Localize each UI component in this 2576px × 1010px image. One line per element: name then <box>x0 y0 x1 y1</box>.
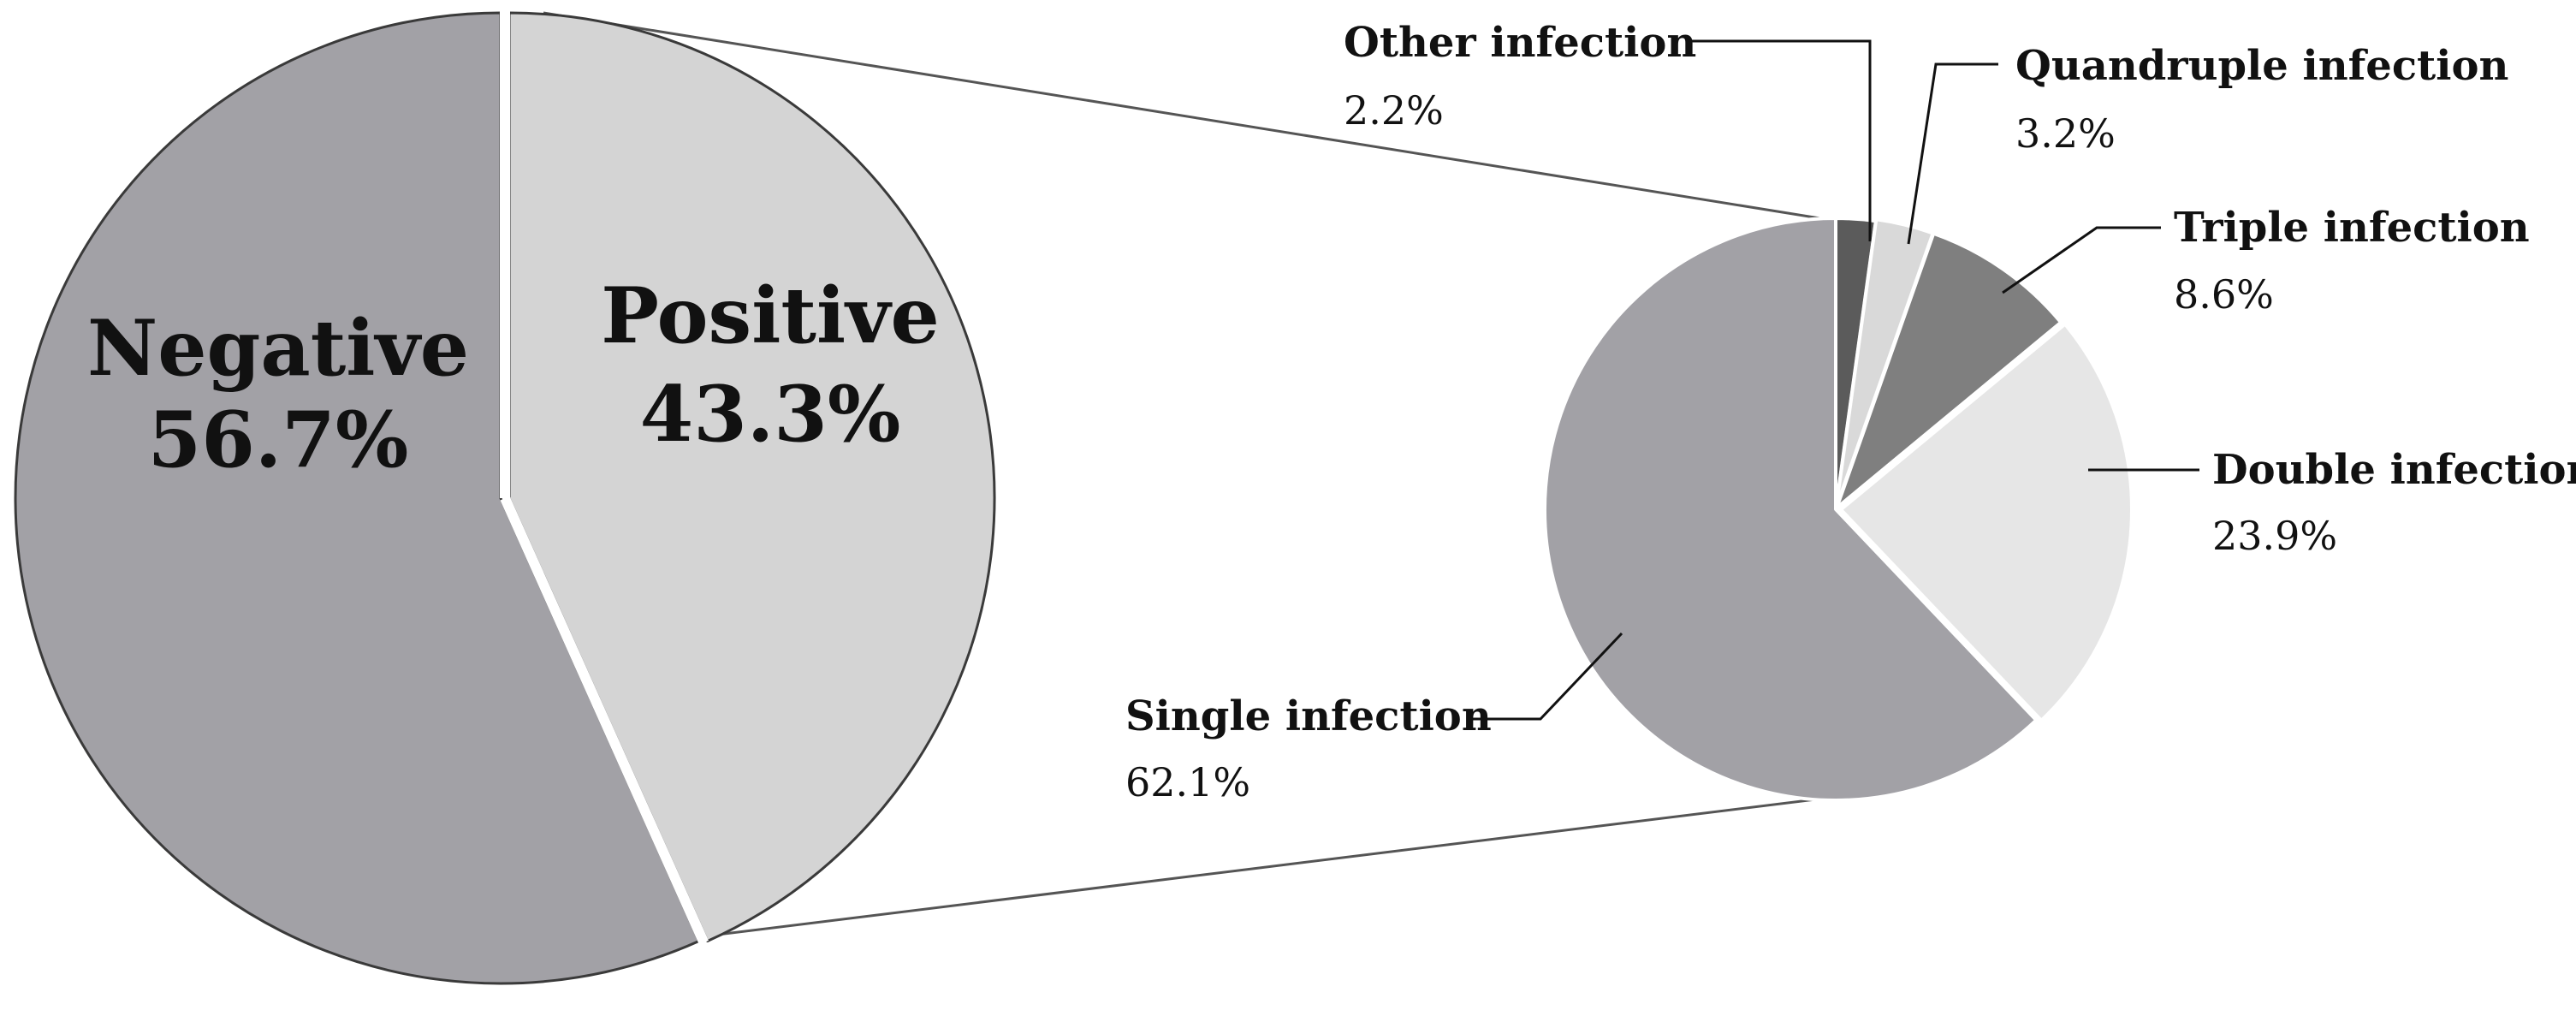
label-triple-infection: Triple infection <box>2174 204 2530 252</box>
value-other-infection: 2.2% <box>1344 87 1444 134</box>
leader-line-single-infection <box>1472 632 1623 721</box>
connector-line-bottom <box>716 793 1858 936</box>
label-other-infection: Other infection <box>1344 19 1696 67</box>
label-positive: Positive <box>601 270 939 361</box>
value-quandruple-infection: 3.2% <box>2015 110 2116 157</box>
label-double-infection: Double infection <box>2212 446 2576 494</box>
leader-line-other-infection <box>1690 39 1872 241</box>
slice-double-infection <box>1838 322 2134 722</box>
slice-positive <box>507 11 996 942</box>
value-negative: 56.7% <box>148 395 409 485</box>
value-positive: 43.3% <box>640 369 901 460</box>
slice-negative <box>14 11 701 985</box>
slice-single-infection <box>1542 217 2039 802</box>
label-single-infection: Single infection <box>1125 692 1492 740</box>
leader-line-quandruple-infection <box>1907 62 1998 245</box>
slice-triple-infection <box>1835 231 2063 510</box>
leader-line-triple-infection <box>2002 226 2161 294</box>
label-quandruple-infection: Quandruple infection <box>2015 42 2508 90</box>
value-double-infection: 23.9% <box>2212 513 2337 559</box>
value-single-infection: 62.1% <box>1125 759 1250 805</box>
connector-line-top <box>543 11 1837 223</box>
label-negative: Negative <box>87 303 469 394</box>
value-triple-infection: 8.6% <box>2174 271 2274 318</box>
